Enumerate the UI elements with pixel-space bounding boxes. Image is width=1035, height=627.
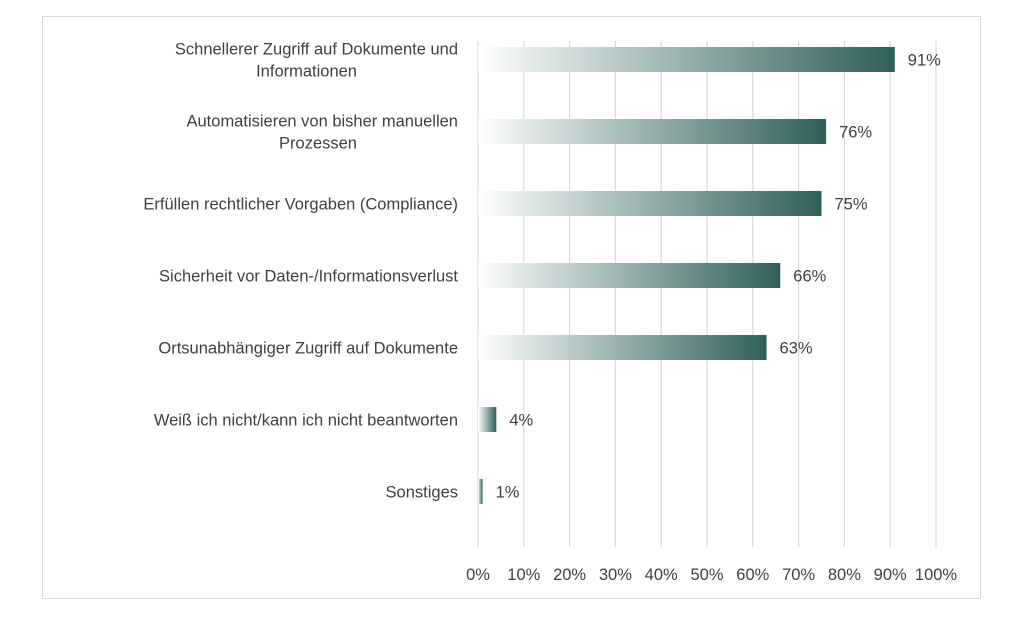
bar-2 xyxy=(478,191,822,216)
x-tick-label: 0% xyxy=(466,566,490,584)
bar-3 xyxy=(478,263,781,288)
value-label: 76% xyxy=(839,124,872,142)
chart-frame: Schnellerer Zugriff auf Dokumente und Inf… xyxy=(42,16,981,599)
category-label: Ortsunabhängiger Zugriff auf Dokumente xyxy=(158,340,458,358)
x-tick-label: 20% xyxy=(553,566,586,584)
x-tick-label: 40% xyxy=(645,566,678,584)
category-label: Schnellerer Zugriff auf Dokumente und Inf… xyxy=(175,41,458,81)
bar-1 xyxy=(478,119,827,144)
bar-0 xyxy=(478,47,895,72)
bar-5 xyxy=(478,407,497,432)
bar-chart: Schnellerer Zugriff auf Dokumente und Inf… xyxy=(143,41,957,585)
x-tick-label: 70% xyxy=(782,566,815,584)
bar-6 xyxy=(478,479,483,504)
category-label: Erfüllen rechtlicher Vorgaben (Complianc… xyxy=(143,196,458,214)
x-tick-label: 50% xyxy=(690,566,723,584)
x-tick-label: 90% xyxy=(874,566,907,584)
value-label: 4% xyxy=(509,412,533,430)
gridlines xyxy=(477,41,937,547)
category-label: Sonstiges xyxy=(386,484,458,502)
value-label: 63% xyxy=(780,340,813,358)
category-label: Sicherheit vor Daten-/Informationsverlus… xyxy=(159,268,458,286)
x-tick-label: 100% xyxy=(915,566,958,584)
category-label: Automatisieren von bisher manuellen Proze… xyxy=(187,113,459,153)
x-tick-label: 60% xyxy=(736,566,769,584)
x-axis-tick-labels: 0% 10% 20% 30% 40% 50% 60% 70% 80% 90% 100% xyxy=(466,566,957,584)
value-label: 75% xyxy=(835,196,868,214)
value-label: 1% xyxy=(496,484,520,502)
x-tick-label: 30% xyxy=(599,566,632,584)
value-label: 66% xyxy=(793,268,826,286)
category-label: Weiß ich nicht/kann ich nicht beantworte… xyxy=(154,412,458,430)
bar-4 xyxy=(478,335,767,360)
x-tick-label: 10% xyxy=(507,566,540,584)
x-tick-label: 80% xyxy=(828,566,861,584)
value-labels: 91% 76% 75% 66% 63% 4% 1% xyxy=(496,52,942,502)
value-label: 91% xyxy=(908,52,941,70)
bars xyxy=(478,47,895,504)
category-labels: Schnellerer Zugriff auf Dokumente und Inf… xyxy=(143,41,458,502)
